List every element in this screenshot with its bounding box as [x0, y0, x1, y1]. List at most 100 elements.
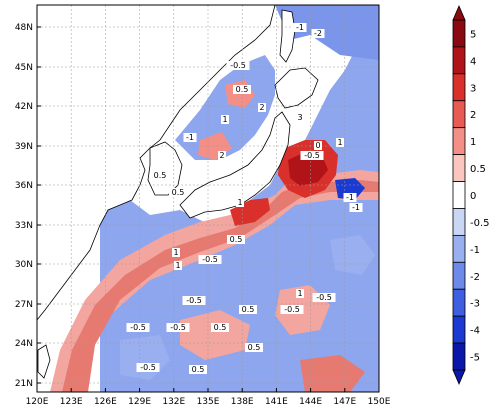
svg-text:3: 3 [297, 113, 302, 122]
japan-hokkaido [274, 67, 319, 109]
taiwan [37, 344, 51, 379]
okhotsk-field [275, 5, 379, 60]
svg-text:0.5: 0.5 [236, 85, 249, 94]
svg-text:1: 1 [237, 198, 242, 207]
south-warm-1 [180, 310, 250, 360]
svg-text:2: 2 [259, 103, 264, 112]
lat-tick-label: 27N [15, 300, 33, 310]
contour-label: -1 [343, 193, 357, 202]
lat-tick-label: 48N [15, 23, 33, 33]
svg-text:-0.5: -0.5 [284, 305, 300, 314]
svg-text:0.5: 0.5 [248, 343, 261, 352]
contour-label: -0.5 [136, 363, 160, 372]
colorbar-segment [452, 127, 466, 156]
map-field: -1-2-0.50.51230-0.510.5-121-0.50.51-0.50… [37, 5, 379, 392]
colorbar-label: 3 [470, 83, 476, 94]
colorbar-label: -2 [470, 272, 480, 283]
contour-label: 1 [172, 248, 180, 257]
colorbar-segment [452, 261, 466, 290]
contour-label: -1 [293, 23, 307, 32]
contour-label: 0.5 [211, 323, 229, 332]
warm-patch-core [288, 152, 328, 186]
contour-label: 0 [314, 141, 322, 150]
contour-label: -1 [349, 203, 363, 212]
lat-tick-label: 30N [15, 260, 33, 270]
svg-text:0.5: 0.5 [230, 235, 243, 244]
colorbar-segment [452, 73, 466, 102]
lat-tick-label: 21N [15, 379, 33, 389]
sakhalin [279, 9, 296, 63]
lon-tick-label: 141E [265, 397, 288, 407]
lon-tick-label: 144E [299, 397, 322, 407]
svg-text:0.5: 0.5 [242, 305, 255, 314]
contour-label: -0.5 [300, 151, 324, 160]
contour-label: 1 [174, 261, 182, 270]
colorbar-segment [452, 181, 466, 209]
contour-label: 0.5 [151, 171, 169, 180]
contour-label: -0.5 [280, 305, 304, 314]
japan-honshu [179, 111, 291, 219]
contour-label: 1 [221, 115, 229, 124]
lon-tick-label: 132E [162, 397, 185, 407]
colorbar-label: -1 [470, 245, 480, 256]
colorbar-label: -0.5 [470, 218, 490, 229]
colorbar-segment [452, 342, 466, 371]
colorbar-segment [452, 100, 466, 129]
colorbar-label: 4 [470, 56, 476, 67]
lon-tick-label: 123E [60, 397, 83, 407]
svg-text:0.5: 0.5 [214, 323, 227, 332]
contour-label: 0.5 [169, 188, 187, 197]
contour-label: 1 [296, 289, 304, 298]
contour-label: -0.5 [166, 323, 190, 332]
contour-label: 0.5 [245, 343, 263, 352]
colorbar: 5 4 3 2 1 0.5 0 -0.5 -1 -2 -3 -4 -5 [452, 4, 490, 386]
svg-text:-0.5: -0.5 [230, 61, 246, 70]
svg-text:1: 1 [337, 138, 342, 147]
lon-tick-label: 129E [128, 397, 151, 407]
asia-mainland [37, 5, 276, 321]
contour-label: -0.5 [198, 255, 222, 264]
contour-label: 1 [236, 198, 244, 207]
contour-label: -0.5 [312, 293, 336, 302]
south-warm-3 [300, 355, 365, 392]
colorbar-segment [452, 315, 466, 344]
svg-text:-0.5: -0.5 [170, 323, 186, 332]
kuroshio-core [62, 180, 379, 392]
colorbar-label: 2 [470, 110, 476, 121]
colorbar-label: 0.5 [470, 164, 486, 175]
contour-label: -0.5 [182, 296, 206, 305]
colorbar-segment [452, 288, 466, 317]
svg-text:1: 1 [222, 115, 227, 124]
contour-label: -2 [311, 29, 325, 38]
svg-text:-0.5: -0.5 [186, 296, 202, 305]
longitude-axis: 120E 123E 126E 129E 132E 135E 138E 141E 144E 147E… [26, 388, 391, 407]
contour-label: -0.5 [226, 61, 250, 70]
colorbar-segment [452, 208, 466, 236]
south-cold-2 [330, 235, 375, 275]
colorbar-segment [452, 154, 466, 182]
colorbar-label: 1 [470, 137, 476, 148]
contour-label: 2 [218, 151, 226, 160]
svg-text:1: 1 [173, 248, 178, 257]
svg-text:0: 0 [315, 141, 320, 150]
svg-text:-1: -1 [346, 193, 354, 202]
contour-label: 0.5 [227, 235, 245, 244]
contour-label: 1 [336, 138, 344, 147]
svg-text:-0.5: -0.5 [304, 151, 320, 160]
svg-text:-0.5: -0.5 [130, 323, 146, 332]
svg-text:-1: -1 [186, 133, 194, 142]
colorbar-label: -4 [470, 326, 480, 337]
svg-text:-2: -2 [314, 29, 322, 38]
contour-label: 0.5 [189, 365, 207, 374]
cold-patch-east [335, 178, 365, 200]
lat-tick-label: 36N [15, 181, 33, 191]
colorbar-segment [452, 46, 466, 75]
lat-tick-label: 39N [15, 142, 33, 152]
svg-text:2: 2 [219, 151, 224, 160]
colorbar-label: -5 [470, 353, 480, 364]
contour-label: 0.5 [239, 305, 257, 314]
contour-labels: -1-2-0.50.51230-0.510.5-121-0.50.51-0.50… [126, 23, 363, 374]
colorbar-segment [452, 234, 466, 263]
lat-tick-label: 45N [15, 63, 33, 73]
